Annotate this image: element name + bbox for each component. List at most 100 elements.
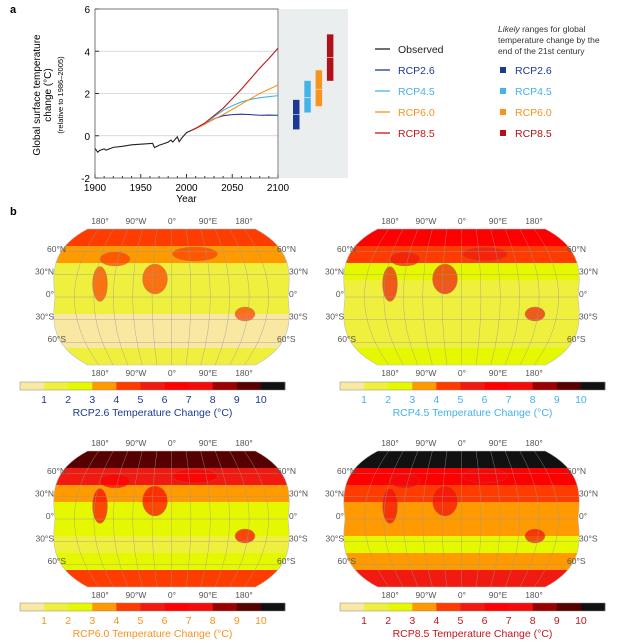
- colorbar-frame: [339, 602, 606, 612]
- lon-label-bottom: 180°: [235, 368, 253, 378]
- graticule-lon: [383, 229, 404, 365]
- lon-label-top: 90°W: [416, 438, 437, 448]
- graticule-lon: [403, 229, 418, 365]
- colorbar-tick-label: 1: [361, 615, 367, 627]
- graticule-lon: [441, 451, 448, 587]
- land-region: [462, 468, 508, 484]
- map-fill: [53, 229, 290, 365]
- colorbar-bin: [116, 382, 141, 390]
- x-tick-label: 1900: [84, 183, 107, 194]
- graticule-lon: [93, 229, 114, 365]
- colorbar-tick-label: 5: [458, 394, 464, 406]
- series-line-rcp26: [190, 113, 279, 131]
- lat-label-left: 30°S: [325, 534, 344, 544]
- colorbar-bin: [436, 382, 461, 390]
- y-axis-label-line: Global surface temperature: [32, 34, 43, 156]
- lat-label-left: 0°: [46, 289, 54, 299]
- lon-label-bottom: 0°: [458, 368, 466, 378]
- graticule-lon: [151, 229, 158, 365]
- y-axis-label-line: change (°C): [43, 68, 54, 121]
- lat-label-left: 0°: [336, 511, 344, 521]
- land-region: [172, 246, 218, 262]
- colorbar-title: RCP6.0 Temperature Change (°C): [73, 628, 233, 640]
- colorbar-tick-label: 10: [575, 394, 587, 406]
- lat-label-left: 60°N: [47, 466, 66, 476]
- graticule-lon: [403, 451, 418, 587]
- lon-label-bottom: 90°E: [199, 368, 218, 378]
- colorbar-tick-label: 6: [162, 615, 168, 627]
- likely-range-bar: [304, 80, 311, 113]
- colorbar-frame: [19, 381, 286, 391]
- colorbar-frame: [19, 602, 286, 612]
- map-rcp85: 180° 180° 90°W 90°W 0° 0° 90°E 90°E 180° 180° 60°N…: [325, 438, 598, 600]
- land-region: [92, 488, 108, 524]
- land-region: [462, 246, 508, 262]
- lat-label-right: 30°N: [579, 489, 598, 499]
- colorbar-tick-label: 7: [506, 394, 512, 406]
- graticule-lon: [215, 229, 230, 365]
- graticule-lon: [113, 229, 128, 365]
- graticule-lon: [132, 229, 143, 365]
- series-line-rcp85: [190, 47, 279, 131]
- colorbar-title: RCP2.6 Temperature Change (°C): [73, 407, 233, 419]
- colorbar-tick-label: 4: [113, 615, 119, 627]
- map-rcp60: 180° 180° 90°W 90°W 0° 0° 90°E 90°E 180° 180° 60°N…: [35, 438, 308, 600]
- lat-label-right: 0°: [289, 511, 297, 521]
- colorbar-bin: [556, 603, 582, 611]
- colorbar-tick-label: 10: [575, 615, 587, 627]
- graticule-lon: [132, 451, 143, 587]
- colorbar-tick-label: 6: [162, 394, 168, 406]
- graticule-lon: [200, 229, 211, 365]
- colorbar-bin: [164, 382, 189, 390]
- lat-label-right: 30°S: [579, 534, 598, 544]
- lon-label-bottom: 90°W: [126, 368, 147, 378]
- colorbar-tick-label: 8: [530, 394, 536, 406]
- land-region: [389, 473, 421, 489]
- lon-label-bottom: 90°E: [489, 368, 508, 378]
- map-outline: [343, 450, 580, 588]
- lat-label-left: 60°N: [47, 244, 66, 254]
- lon-label-top: 0°: [458, 216, 466, 226]
- lat-label-right: 30°S: [289, 534, 308, 544]
- graticule-lon: [383, 451, 404, 587]
- colorbar-tick-label: 10: [255, 615, 267, 627]
- title-part: end of the 21st century: [498, 46, 585, 56]
- lon-label-bottom: 90°W: [126, 590, 147, 600]
- lat-label-right: 60°N: [567, 244, 586, 254]
- graticule-lon: [185, 451, 192, 587]
- map-outline: [53, 228, 290, 366]
- land-region: [432, 485, 458, 517]
- colorbar-bin: [188, 382, 214, 390]
- colorbar-tick-label: 9: [234, 615, 240, 627]
- graticule-lon: [441, 229, 448, 365]
- colorbar-tick-label: 3: [409, 394, 415, 406]
- graticule-lon: [534, 229, 559, 365]
- colorbar-bin: [388, 382, 413, 390]
- colorbar-tick-label: 8: [530, 615, 536, 627]
- graticule-lon: [113, 451, 128, 587]
- colorbar-bin: [436, 603, 461, 611]
- lon-label-bottom: 90°W: [416, 368, 437, 378]
- x-tick-label: 2000: [175, 183, 198, 194]
- x-axis-label: Year: [176, 194, 197, 205]
- lon-label-bottom: 0°: [168, 368, 176, 378]
- lat-label-left: 30°S: [35, 312, 54, 322]
- graticule-lon: [505, 229, 520, 365]
- graticule-lon: [519, 451, 540, 587]
- graticule-lon: [490, 451, 501, 587]
- colorbar-tick-label: 5: [138, 394, 144, 406]
- land-region: [382, 488, 398, 524]
- colorbar-tick-label: 4: [113, 394, 119, 406]
- x-tick-label: 1950: [130, 183, 153, 194]
- x-tick-label: 2050: [221, 183, 244, 194]
- lat-label-left: 60°S: [337, 556, 356, 566]
- colorbar-tick-label: 7: [186, 615, 192, 627]
- colorbar-tick-label: 7: [506, 615, 512, 627]
- map-outline: [343, 228, 580, 366]
- lat-label-right: 60°S: [277, 556, 296, 566]
- colorbar-bin: [508, 382, 534, 390]
- legend-range-label: RCP2.6: [515, 65, 552, 77]
- lon-label-top: 90°E: [489, 216, 508, 226]
- y-axis-label: Global surface temperaturechange (°C): [32, 34, 54, 156]
- lat-label-right: 30°S: [289, 312, 308, 322]
